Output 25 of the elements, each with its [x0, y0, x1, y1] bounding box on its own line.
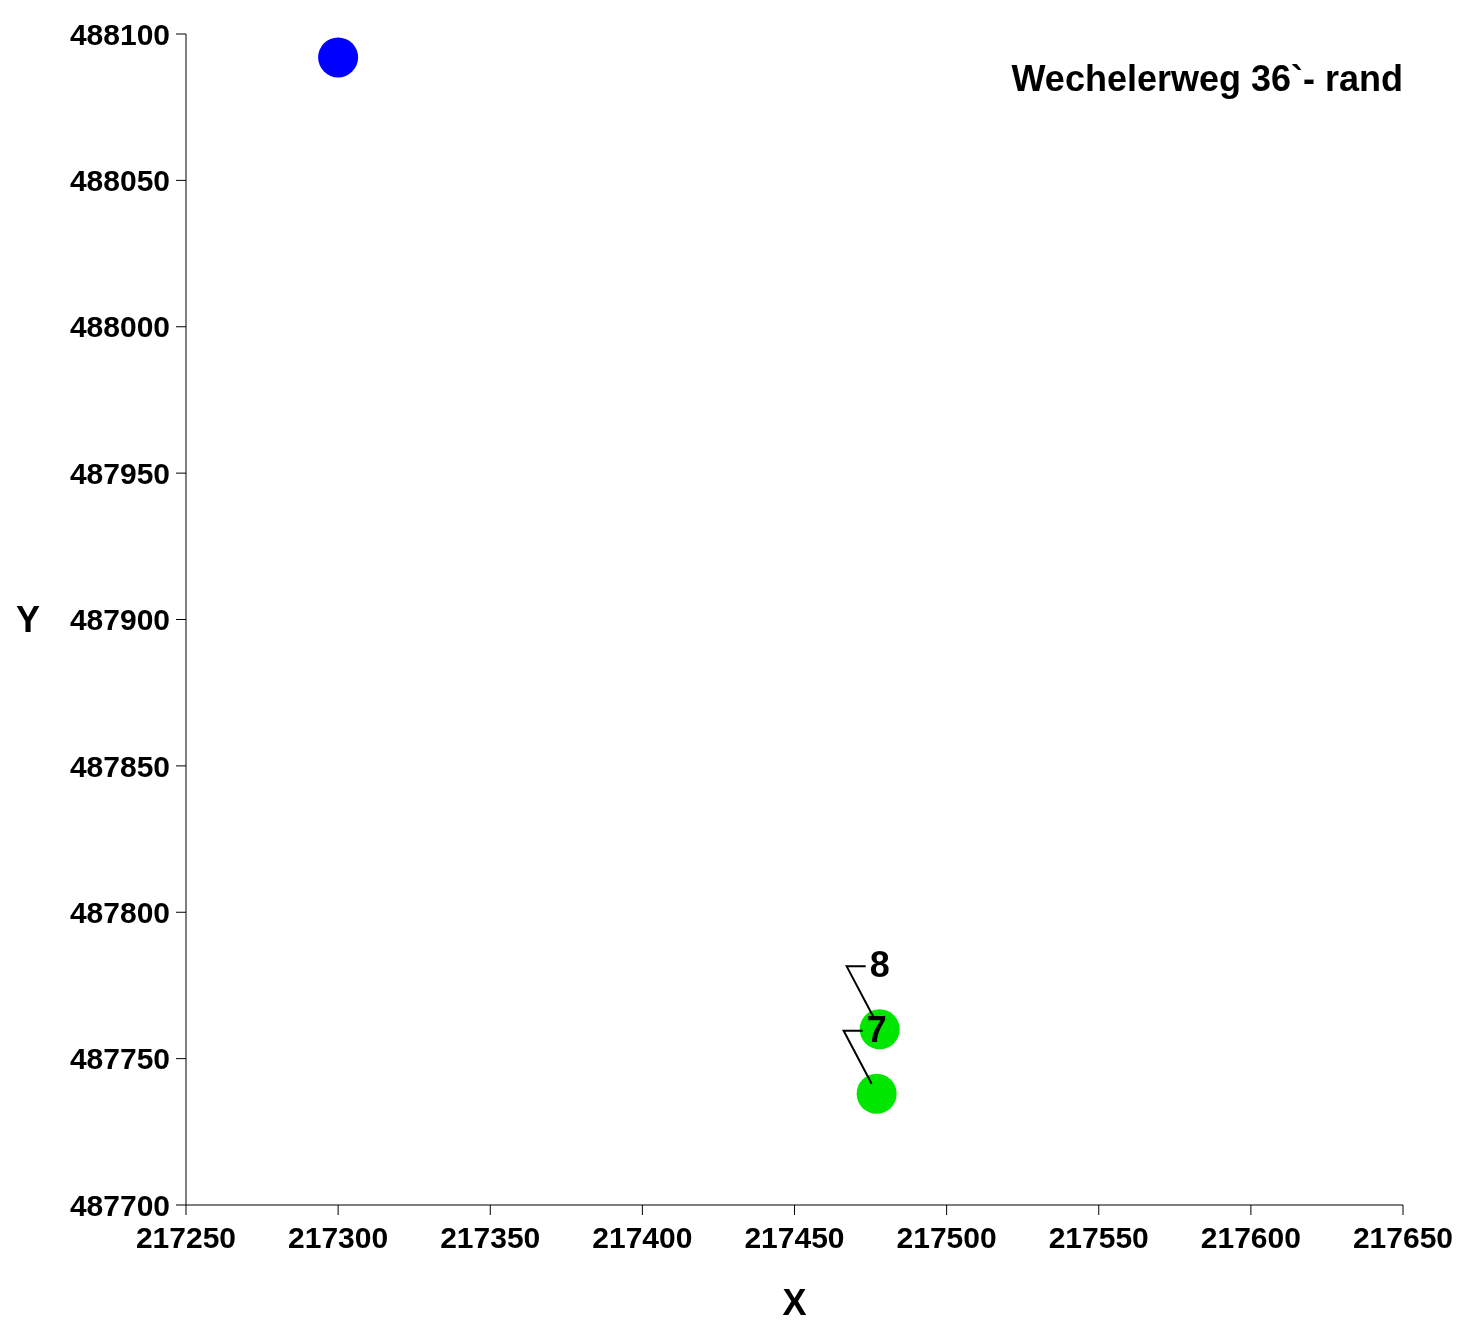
x-tick-label: 217450	[744, 1221, 845, 1255]
y-tick-label: 488100	[69, 17, 170, 51]
y-tick-label: 487950	[69, 456, 170, 490]
text: Wechelerweg 36`- rand	[1011, 58, 1403, 100]
y-tick-label: 488050	[69, 164, 170, 198]
x-tick-label: 217600	[1200, 1221, 1301, 1255]
x-tick-label: 217250	[135, 1221, 237, 1255]
point	[318, 37, 359, 78]
x-tick-label: 217550	[1048, 1221, 1149, 1255]
point	[856, 1073, 897, 1114]
y-tick-label: 487750	[69, 1042, 170, 1076]
y-axis-title: Y	[16, 599, 41, 641]
annotation: 7	[866, 1008, 887, 1050]
y-tick-label: 488000	[69, 310, 170, 344]
y-tick-label: 487700	[69, 1188, 170, 1222]
x-axis-title: X	[782, 1282, 807, 1323]
x-tick-label: 217650	[1352, 1221, 1454, 1255]
annotation: 8	[869, 944, 890, 986]
x-tick-label: 217350	[440, 1221, 541, 1255]
y-tick-label: 487800	[69, 895, 170, 929]
y-tick-label: 487850	[69, 749, 170, 783]
y-tick-label: 487900	[69, 603, 170, 637]
x-tick-label: 217400	[592, 1221, 693, 1255]
x-tick-label: 217300	[288, 1221, 389, 1255]
x-tick-label: 217500	[896, 1221, 997, 1255]
